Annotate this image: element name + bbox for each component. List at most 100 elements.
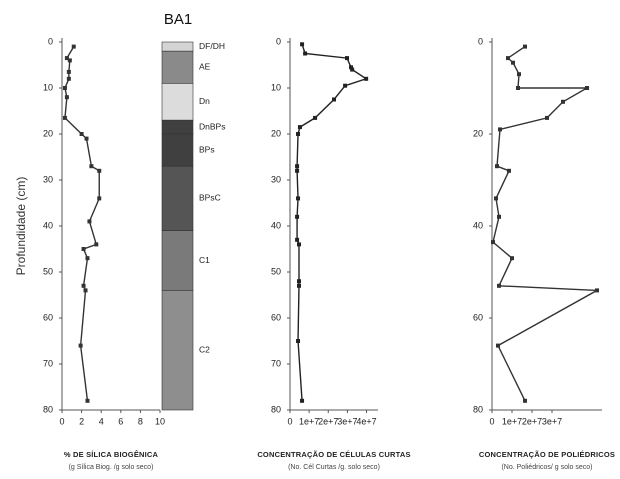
stratum-label: DF/DH bbox=[199, 41, 225, 51]
data-point bbox=[295, 164, 299, 168]
data-point bbox=[63, 116, 67, 120]
data-point bbox=[495, 164, 499, 168]
data-point bbox=[497, 284, 501, 288]
stratum-label: BPsC bbox=[199, 193, 221, 203]
x-tick-label: 3e+7 bbox=[542, 416, 562, 426]
stratum bbox=[162, 166, 193, 230]
data-point bbox=[303, 52, 307, 56]
y-tick-label: 20 bbox=[473, 128, 483, 138]
data-point bbox=[298, 125, 302, 129]
y-tick-label: 60 bbox=[473, 312, 483, 322]
data-point bbox=[89, 164, 93, 168]
y-tick-label: 0 bbox=[48, 36, 53, 46]
x-axis-label: % DE SÍLICA BIOGÊNICA bbox=[64, 450, 159, 459]
chart-title: BA1 bbox=[164, 11, 192, 28]
y-tick-label: 60 bbox=[271, 312, 281, 322]
data-point bbox=[67, 77, 71, 81]
profile-line bbox=[493, 47, 597, 401]
data-point bbox=[80, 132, 84, 136]
x-tick-label: 2e+7 bbox=[318, 416, 338, 426]
data-point bbox=[84, 288, 88, 292]
data-point bbox=[510, 256, 514, 260]
y-tick-label: 10 bbox=[43, 82, 53, 92]
y-axis-label: Profundidade (cm) bbox=[14, 177, 28, 276]
stratum bbox=[162, 290, 193, 410]
x-axis-sublabel: (g Sílica Biog. /g solo seco) bbox=[69, 464, 154, 471]
y-tick-label: 10 bbox=[271, 82, 281, 92]
y-tick-label: 30 bbox=[271, 174, 281, 184]
y-tick-label: 0 bbox=[276, 36, 281, 46]
data-point bbox=[85, 137, 89, 141]
data-point bbox=[68, 58, 72, 62]
data-point bbox=[511, 61, 515, 65]
x-tick-label: 0 bbox=[489, 416, 494, 426]
y-tick-label: 20 bbox=[271, 128, 281, 138]
data-point bbox=[296, 196, 300, 200]
data-point bbox=[498, 127, 502, 131]
data-point bbox=[300, 399, 304, 403]
x-tick-label: 2 bbox=[79, 416, 84, 426]
data-point bbox=[523, 45, 527, 49]
data-point bbox=[65, 95, 69, 99]
data-point bbox=[295, 169, 299, 173]
x-tick-label: 4 bbox=[99, 416, 104, 426]
stratum-label: Dn bbox=[199, 96, 210, 106]
data-point bbox=[496, 344, 500, 348]
stratum-label: AE bbox=[199, 62, 211, 72]
stratum bbox=[162, 42, 193, 51]
y-tick-label: 30 bbox=[43, 174, 53, 184]
data-point bbox=[516, 86, 520, 90]
data-point bbox=[94, 242, 98, 246]
data-point bbox=[332, 98, 336, 102]
stratum bbox=[162, 83, 193, 120]
data-point bbox=[350, 68, 354, 72]
data-point bbox=[295, 215, 299, 219]
y-tick-label: 20 bbox=[43, 128, 53, 138]
x-tick-label: 1e+7 bbox=[502, 416, 522, 426]
data-point bbox=[506, 56, 510, 60]
figure: Profundidade (cm) BA1 010203040506070800… bbox=[0, 0, 620, 479]
x-tick-label: 8 bbox=[138, 416, 143, 426]
stratum-label: BPs bbox=[199, 144, 215, 154]
data-point bbox=[82, 247, 86, 251]
data-point bbox=[85, 399, 89, 403]
data-point bbox=[585, 86, 589, 90]
y-tick-label: 70 bbox=[43, 358, 53, 368]
stratum bbox=[162, 134, 193, 166]
data-point bbox=[87, 219, 91, 223]
x-axis-sublabel: (No. Cél Curtas /g. solo seco) bbox=[288, 464, 380, 471]
data-point bbox=[343, 84, 347, 88]
data-point bbox=[497, 215, 501, 219]
x-tick-label: 1e+7 bbox=[299, 416, 319, 426]
data-point bbox=[494, 196, 498, 200]
stratum-label: C2 bbox=[199, 344, 210, 354]
data-point bbox=[491, 240, 495, 244]
x-tick-label: 3e+7 bbox=[337, 416, 357, 426]
data-point bbox=[345, 56, 349, 60]
stratum bbox=[162, 231, 193, 291]
data-point bbox=[297, 242, 301, 246]
y-tick-label: 60 bbox=[43, 312, 53, 322]
data-point bbox=[595, 288, 599, 292]
stratum-label: C1 bbox=[199, 255, 210, 265]
data-point bbox=[313, 116, 317, 120]
data-point bbox=[85, 256, 89, 260]
stratum bbox=[162, 51, 193, 83]
data-point bbox=[82, 284, 86, 288]
x-axis-label: CONCENTRAÇÃO DE POLIÉDRICOS bbox=[479, 450, 615, 459]
data-point bbox=[295, 238, 299, 242]
data-point bbox=[296, 339, 300, 343]
data-point bbox=[97, 196, 101, 200]
data-point bbox=[79, 344, 83, 348]
data-point bbox=[545, 116, 549, 120]
y-tick-label: 40 bbox=[271, 220, 281, 230]
y-tick-label: 40 bbox=[43, 220, 53, 230]
profile-line bbox=[65, 47, 99, 401]
y-tick-label: 80 bbox=[473, 404, 483, 414]
data-point bbox=[517, 72, 521, 76]
data-point bbox=[297, 284, 301, 288]
y-tick-label: 80 bbox=[271, 404, 281, 414]
y-tick-label: 70 bbox=[271, 358, 281, 368]
profile-line bbox=[297, 44, 366, 401]
x-tick-label: 2e+7 bbox=[522, 416, 542, 426]
